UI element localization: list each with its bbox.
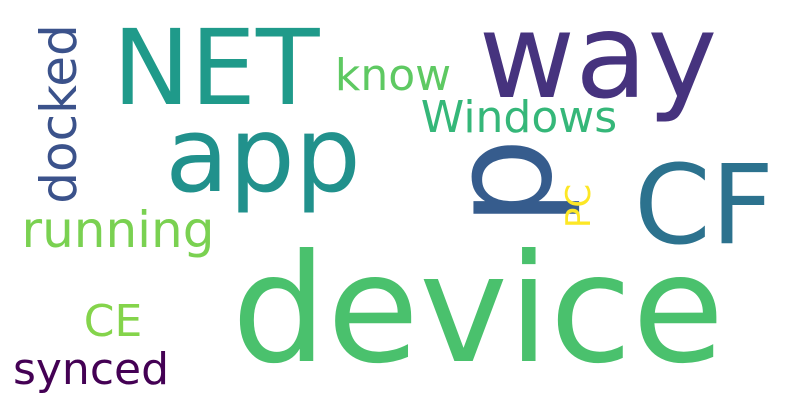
word-pc: PC <box>559 183 599 229</box>
word-ce: CE <box>83 296 143 347</box>
word-running: running <box>21 201 215 259</box>
word-know: know <box>334 50 452 101</box>
word-synced: synced <box>12 344 170 395</box>
word-device: device <box>231 223 725 397</box>
word-windows: Windows <box>420 92 618 143</box>
word-net: NET <box>112 7 320 129</box>
word-way: way <box>478 0 718 125</box>
word-docked: docked <box>30 24 88 204</box>
word-app: app <box>165 94 361 216</box>
word-cf: CF <box>633 141 775 269</box>
